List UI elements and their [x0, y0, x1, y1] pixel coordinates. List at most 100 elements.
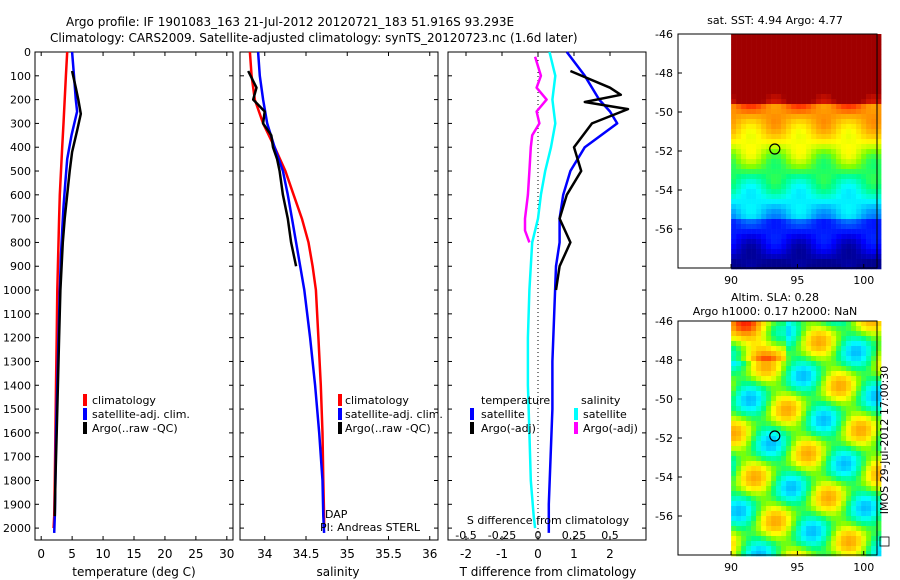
heatmap-cell	[806, 446, 812, 452]
heatmap-cell	[866, 154, 872, 160]
heatmap-cell	[866, 199, 872, 205]
heatmap-cell	[806, 219, 812, 225]
sla-latitude-axis: -46-48-50-52-54-56	[655, 315, 682, 523]
heatmap-cell	[791, 254, 797, 260]
heatmap-cell	[746, 501, 752, 507]
x-tick-label: 34	[257, 547, 272, 561]
heatmap-cell	[811, 39, 817, 45]
heatmap-cell	[771, 526, 777, 532]
heatmap-cell	[751, 89, 757, 95]
heatmap-cell	[786, 234, 792, 240]
heatmap-cell	[766, 124, 772, 130]
heatmap-cell	[846, 466, 852, 472]
heatmap-cell	[861, 326, 867, 332]
heatmap-cell	[816, 89, 822, 95]
heatmap-cell	[856, 341, 862, 347]
heatmap-cell	[811, 481, 817, 487]
heatmap-cell	[831, 209, 837, 215]
heatmap-cell	[861, 451, 867, 457]
heatmap-cell	[861, 129, 867, 135]
heatmap-cell	[806, 229, 812, 235]
heatmap-cell	[766, 244, 772, 250]
heatmap-cell	[876, 169, 882, 175]
heatmap-cell	[806, 264, 812, 270]
heatmap-cell	[861, 446, 867, 452]
heatmap-cell	[806, 376, 812, 382]
heatmap-cell	[736, 401, 742, 407]
heatmap-cell	[751, 526, 757, 532]
heatmap-cell	[746, 104, 752, 110]
heatmap-cell	[731, 74, 737, 80]
heatmap-cell	[831, 361, 837, 367]
heatmap-cell	[871, 386, 877, 392]
heatmap-cell	[771, 356, 777, 362]
heatmap-cell	[861, 411, 867, 417]
heatmap-cell	[756, 446, 762, 452]
heatmap-cell	[791, 426, 797, 432]
s-difference-x-axis: -0.5 -0.25 0 0.25 0.5	[455, 529, 618, 542]
heatmap-cell	[816, 64, 822, 70]
heatmap-cell	[731, 511, 737, 517]
heatmap-cell	[786, 476, 792, 482]
heatmap-cell	[816, 516, 822, 522]
heatmap-cell	[851, 164, 857, 170]
heatmap-cell	[761, 64, 767, 70]
heatmap-cell	[761, 376, 767, 382]
heatmap-cell	[761, 109, 767, 115]
heatmap-cell	[796, 536, 802, 542]
heatmap-cell	[736, 234, 742, 240]
heatmap-cell	[741, 491, 747, 497]
heatmap-cell	[771, 139, 777, 145]
heatmap-cell	[871, 346, 877, 352]
heatmap-cell	[876, 321, 882, 327]
heatmap-cell	[731, 154, 737, 160]
heatmap-cell	[761, 321, 767, 327]
heatmap-cell	[876, 244, 882, 250]
heatmap-cell	[736, 134, 742, 140]
heatmap-cell	[816, 179, 822, 185]
heatmap-cell	[841, 144, 847, 150]
heatmap-cell	[841, 371, 847, 377]
heatmap-cell	[761, 536, 767, 542]
heatmap-cell	[806, 476, 812, 482]
heatmap-cell	[751, 49, 757, 55]
heatmap-cell	[736, 471, 742, 477]
heatmap-cell	[851, 331, 857, 337]
heatmap-cell	[736, 321, 742, 327]
heatmap-cell	[791, 49, 797, 55]
heatmap-cell	[871, 536, 877, 542]
heatmap-cell	[776, 546, 782, 552]
heatmap-cell	[861, 486, 867, 492]
heatmap-cell	[816, 476, 822, 482]
heatmap-cell	[791, 396, 797, 402]
heatmap-cell	[806, 551, 812, 557]
heatmap-cell	[801, 69, 807, 75]
heatmap-cell	[826, 366, 832, 372]
heatmap-cell	[771, 234, 777, 240]
heatmap-cell	[756, 119, 762, 125]
heatmap-cell	[816, 326, 822, 332]
heatmap-cell	[756, 74, 762, 80]
heatmap-cell	[741, 401, 747, 407]
heatmap-cell	[856, 129, 862, 135]
heatmap-cell	[731, 149, 737, 155]
lon-tick-label: 95	[790, 561, 804, 574]
heatmap-cell	[816, 169, 822, 175]
heatmap-cell	[861, 501, 867, 507]
heatmap-cell	[766, 426, 772, 432]
legend-label-satellite: satellite-adj. clim.	[92, 408, 190, 421]
heatmap-cell	[736, 366, 742, 372]
heatmap-cell	[776, 99, 782, 105]
heatmap-cell	[856, 54, 862, 60]
heatmap-cell	[746, 456, 752, 462]
heatmap-cell	[821, 506, 827, 512]
y-tick-label: 2000	[3, 522, 31, 535]
heatmap-cell	[756, 356, 762, 362]
heatmap-cell	[851, 39, 857, 45]
heatmap-cell	[846, 471, 852, 477]
sla-map-subtitle: Argo h1000: 0.17 h2000: NaN	[693, 305, 858, 318]
heatmap-cell	[816, 401, 822, 407]
heatmap-cell	[856, 94, 862, 100]
heatmap-cell	[786, 551, 792, 557]
heatmap-cell	[796, 194, 802, 200]
